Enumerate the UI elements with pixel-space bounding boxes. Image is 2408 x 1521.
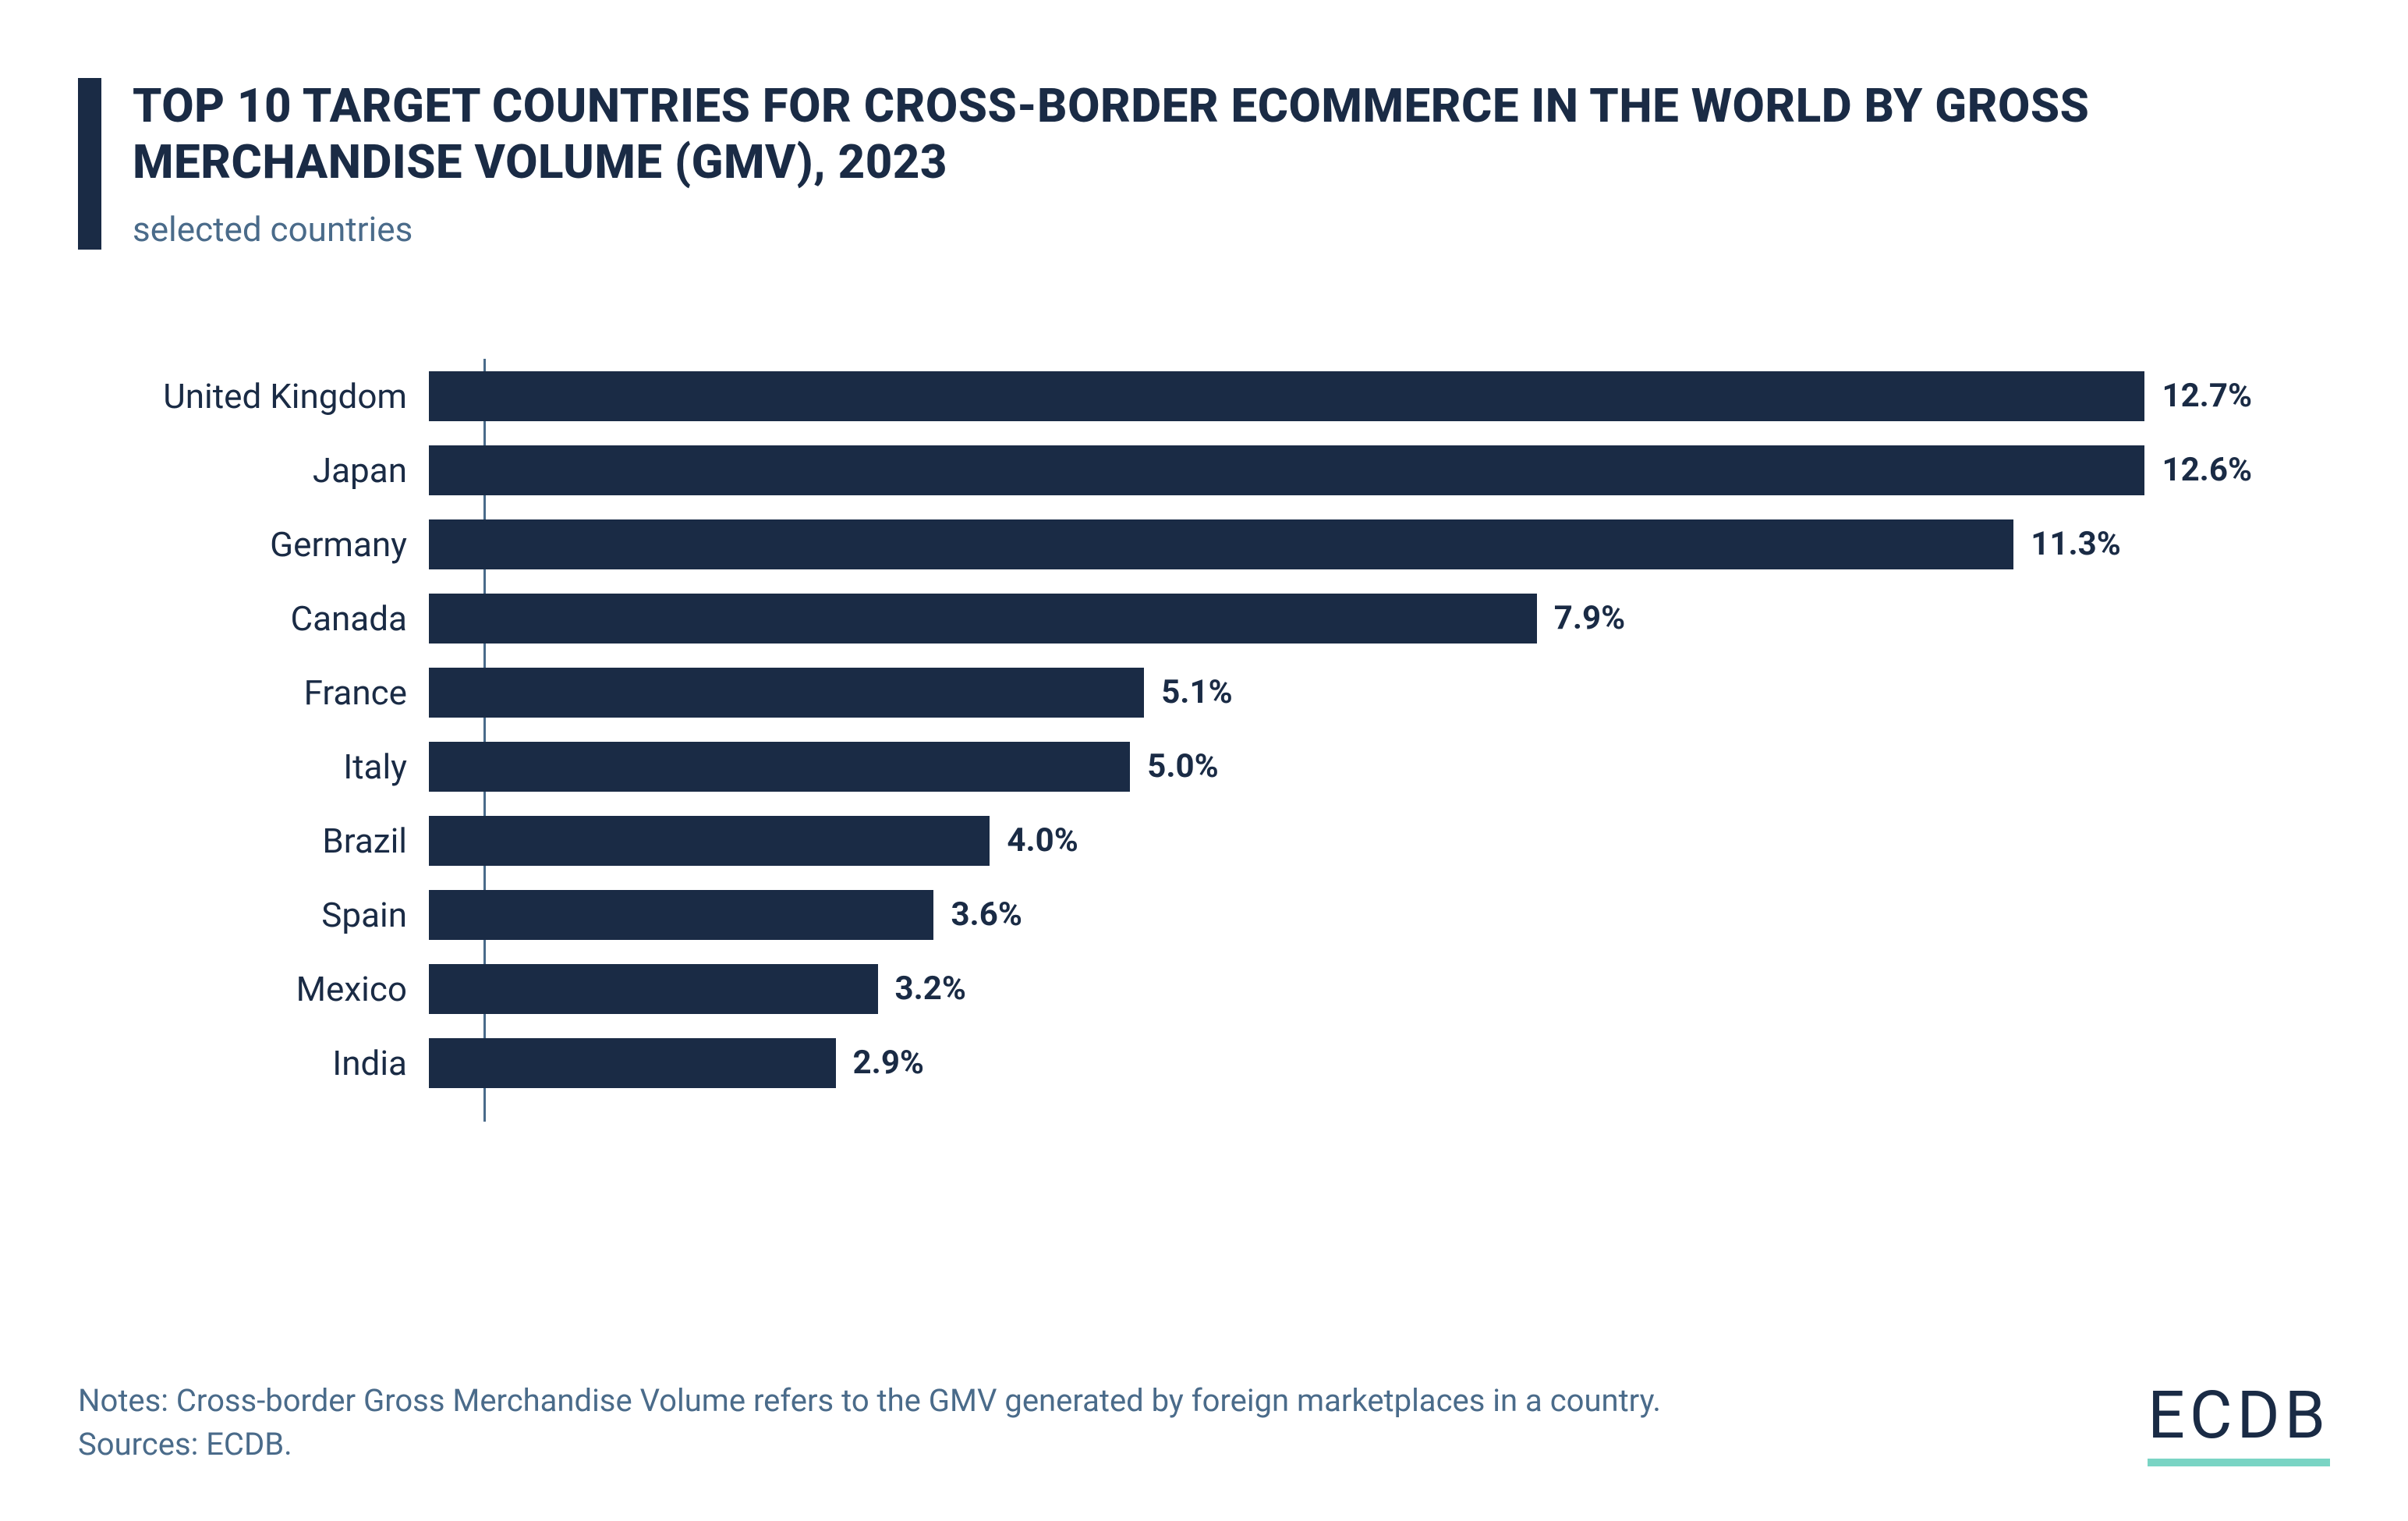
chart-row: Brazil 4.0% bbox=[133, 803, 2252, 878]
bar-track: 5.1% bbox=[429, 668, 2252, 718]
category-label: Spain bbox=[133, 895, 429, 935]
bar bbox=[429, 890, 933, 940]
chart-row: Canada 7.9% bbox=[133, 581, 2252, 655]
bar bbox=[429, 668, 1144, 718]
category-label: Germany bbox=[133, 524, 429, 565]
footnote-line: Notes: Cross-border Gross Merchandise Vo… bbox=[78, 1379, 1661, 1423]
bar-track: 5.0% bbox=[429, 742, 2252, 792]
chart-footer: Notes: Cross-border Gross Merchandise Vo… bbox=[78, 1377, 2330, 1466]
value-label: 11.3% bbox=[2031, 525, 2121, 563]
footer-notes: Notes: Cross-border Gross Merchandise Vo… bbox=[78, 1379, 1661, 1466]
value-label: 3.2% bbox=[895, 970, 966, 1008]
category-label: Brazil bbox=[133, 821, 429, 861]
category-label: Canada bbox=[133, 598, 429, 639]
bar-track: 7.9% bbox=[429, 594, 2252, 644]
chart-row: India 2.9% bbox=[133, 1026, 2252, 1100]
value-label: 12.6% bbox=[2162, 451, 2252, 489]
bar-track: 3.6% bbox=[429, 890, 2252, 940]
value-label: 12.7% bbox=[2162, 377, 2252, 415]
chart-row: France 5.1% bbox=[133, 655, 2252, 729]
bar-track: 2.9% bbox=[429, 1038, 2252, 1088]
chart-subtitle: selected countries bbox=[133, 209, 2330, 250]
bar bbox=[429, 594, 1537, 644]
value-label: 3.6% bbox=[951, 895, 1022, 934]
bar-track: 3.2% bbox=[429, 964, 2252, 1014]
chart-row: Italy 5.0% bbox=[133, 729, 2252, 803]
category-label: Japan bbox=[133, 450, 429, 491]
category-label: Italy bbox=[133, 746, 429, 787]
chart-title: TOP 10 TARGET COUNTRIES FOR CROSS-BORDER… bbox=[133, 78, 2330, 190]
value-label: 4.0% bbox=[1007, 821, 1078, 860]
bar bbox=[429, 445, 2144, 495]
category-label: India bbox=[133, 1043, 429, 1083]
title-block: TOP 10 TARGET COUNTRIES FOR CROSS-BORDER… bbox=[133, 78, 2330, 250]
category-label: Mexico bbox=[133, 969, 429, 1009]
chart-header: TOP 10 TARGET COUNTRIES FOR CROSS-BORDER… bbox=[78, 78, 2330, 250]
chart-row: Mexico 3.2% bbox=[133, 952, 2252, 1026]
bar-track: 4.0% bbox=[429, 816, 2252, 866]
value-label: 5.1% bbox=[1161, 673, 1232, 711]
chart-row: Japan 12.6% bbox=[133, 433, 2252, 507]
bar bbox=[429, 519, 2013, 569]
bar bbox=[429, 1038, 836, 1088]
bar bbox=[429, 816, 990, 866]
chart-area: United Kingdom 12.7% Japan 12.6% Germany 11.3… bbox=[133, 359, 2252, 1100]
bar bbox=[429, 371, 2144, 421]
sources-line: Sources: ECDB. bbox=[78, 1423, 1661, 1466]
ecdb-logo: ECDB bbox=[2148, 1377, 2330, 1466]
category-label: United Kingdom bbox=[133, 376, 429, 417]
bar-track: 12.7% bbox=[429, 371, 2252, 421]
bar-track: 11.3% bbox=[429, 519, 2252, 569]
accent-bar-icon bbox=[78, 78, 101, 250]
value-label: 7.9% bbox=[1554, 599, 1625, 637]
value-label: 2.9% bbox=[853, 1044, 924, 1082]
bar-track: 12.6% bbox=[429, 445, 2252, 495]
chart-row: Spain 3.6% bbox=[133, 878, 2252, 952]
chart-row: Germany 11.3% bbox=[133, 507, 2252, 581]
value-label: 5.0% bbox=[1147, 747, 1218, 785]
bar bbox=[429, 964, 878, 1014]
category-label: France bbox=[133, 672, 429, 713]
chart-row: United Kingdom 12.7% bbox=[133, 359, 2252, 433]
bar bbox=[429, 742, 1130, 792]
